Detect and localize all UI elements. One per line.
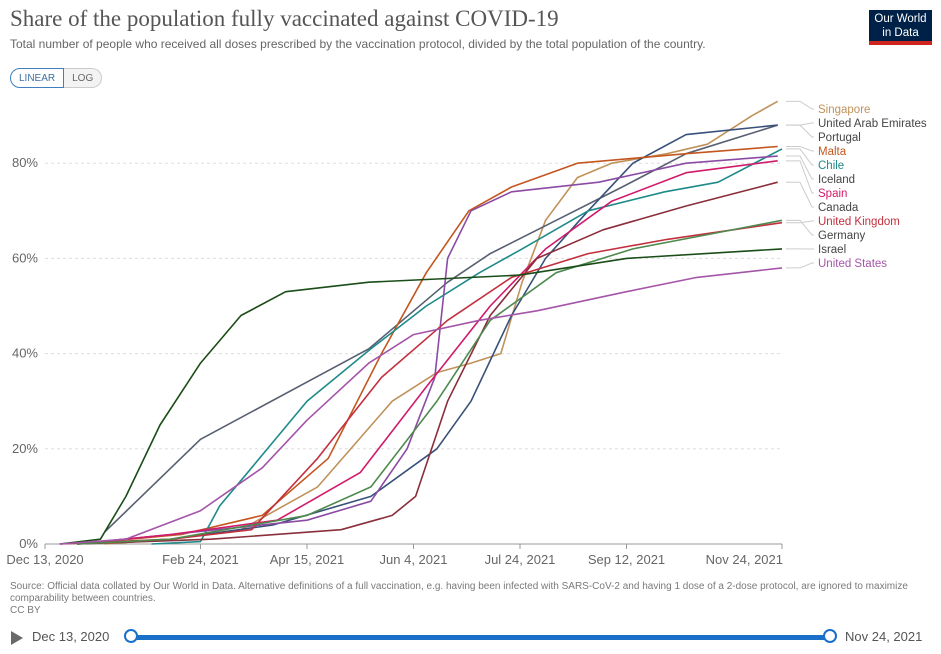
scale-toggle: LINEAR LOG	[10, 68, 103, 88]
series-line-united-kingdom	[59, 221, 783, 545]
legend-label: Singapore	[818, 104, 870, 116]
legend-leader-line	[786, 146, 814, 152]
legend-label: Canada	[818, 202, 859, 214]
x-tick-label: Jul 24, 2021	[485, 552, 556, 567]
legend-leader-line	[786, 124, 814, 138]
series-line-israel	[59, 248, 783, 545]
series-line-iceland	[76, 155, 778, 545]
logo-line-1: Our World	[874, 13, 927, 25]
x-tick-label: Sep 12, 2021	[588, 552, 665, 567]
legend-label: Chile	[818, 160, 844, 172]
legend-label: United States	[818, 258, 887, 270]
line-chart: 0% 20% 40% 60% 80% Dec 13, 2020 Feb 24, 2021 Ap…	[6, 100, 927, 567]
legend-label: Iceland	[818, 174, 855, 186]
y-tick-label: 20%	[12, 441, 38, 456]
license-note: CC BY	[10, 605, 41, 616]
chart-subtitle: Total number of people who received all …	[10, 37, 706, 51]
legend-leader-line	[786, 181, 814, 208]
legend-label: United Arab Emirates	[818, 118, 927, 130]
x-tick-label: Feb 24, 2021	[162, 552, 239, 567]
x-tick-label: Nov 24, 2021	[706, 552, 783, 567]
linear-scale-button[interactable]: LINEAR	[10, 68, 65, 88]
timeline-start-handle[interactable]	[124, 629, 138, 643]
series-line-chile	[151, 148, 783, 545]
series-line-united-states	[59, 267, 783, 545]
legend-leader-line	[786, 148, 814, 166]
legend-leader-line	[786, 220, 814, 224]
legend-leader-line	[786, 160, 814, 194]
legend-label: Germany	[818, 230, 866, 242]
timeline-end-label: Nov 24, 2021	[845, 629, 923, 644]
chart-title: Share of the population fully vaccinated…	[10, 6, 559, 31]
legend-leader-line	[786, 155, 814, 180]
footer: Source: Official data collated by Our Wo…	[10, 581, 910, 617]
x-tick-label: Jun 4, 2021	[380, 552, 448, 567]
legend-label: Portugal	[818, 132, 861, 144]
series-line-malta	[76, 145, 778, 545]
legend-leader-line	[786, 219, 814, 236]
legend-label: United Kingdom	[818, 216, 900, 228]
y-tick-label: 0%	[19, 536, 38, 551]
legend-leader-line	[786, 262, 814, 269]
timeline-end-handle[interactable]	[823, 629, 837, 643]
y-tick-label: 60%	[12, 250, 38, 265]
owid-logo[interactable]: Our World in Data	[869, 10, 932, 45]
legend-label: Israel	[818, 244, 846, 256]
timeline-start-label: Dec 13, 2020	[32, 629, 110, 644]
timeline: Dec 13, 2020 Nov 24, 2021	[0, 626, 941, 650]
play-icon[interactable]	[11, 631, 23, 645]
log-scale-button[interactable]: LOG	[64, 68, 103, 88]
y-tick-label: 40%	[12, 346, 38, 361]
series-line-portugal	[76, 124, 778, 545]
legend-leader-line	[786, 100, 814, 110]
legend-label: Spain	[818, 188, 847, 200]
series-line-united-arab-emirates	[104, 124, 778, 533]
legend-label: Malta	[818, 146, 847, 158]
y-tick-label: 80%	[12, 155, 38, 170]
series-line-germany	[76, 219, 783, 545]
x-tick-label: Dec 13, 2020	[6, 552, 83, 567]
x-tick-label: Apr 15, 2021	[270, 552, 344, 567]
source-note: Source: Official data collated by Our Wo…	[10, 581, 908, 604]
series-line-singapore	[104, 100, 779, 545]
series-line-canada	[76, 181, 778, 545]
timeline-track[interactable]	[131, 635, 830, 640]
series-line-spain	[76, 160, 778, 545]
logo-line-2: in Data	[882, 27, 919, 39]
